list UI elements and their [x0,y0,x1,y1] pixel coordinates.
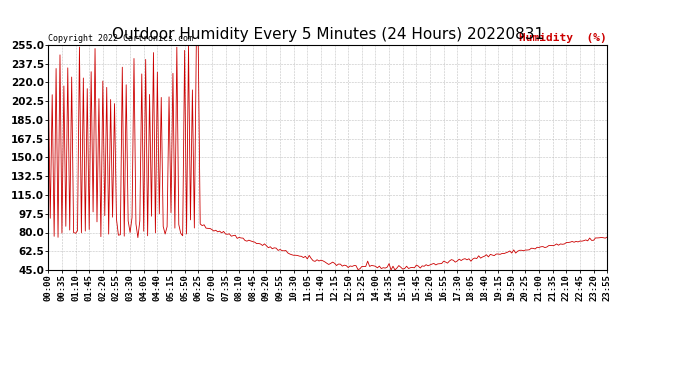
Text: Humidity  (%): Humidity (%) [520,33,607,43]
Text: Copyright 2022 Cartronics.com: Copyright 2022 Cartronics.com [48,34,193,43]
Title: Outdoor Humidity Every 5 Minutes (24 Hours) 20220831: Outdoor Humidity Every 5 Minutes (24 Hou… [112,27,544,42]
